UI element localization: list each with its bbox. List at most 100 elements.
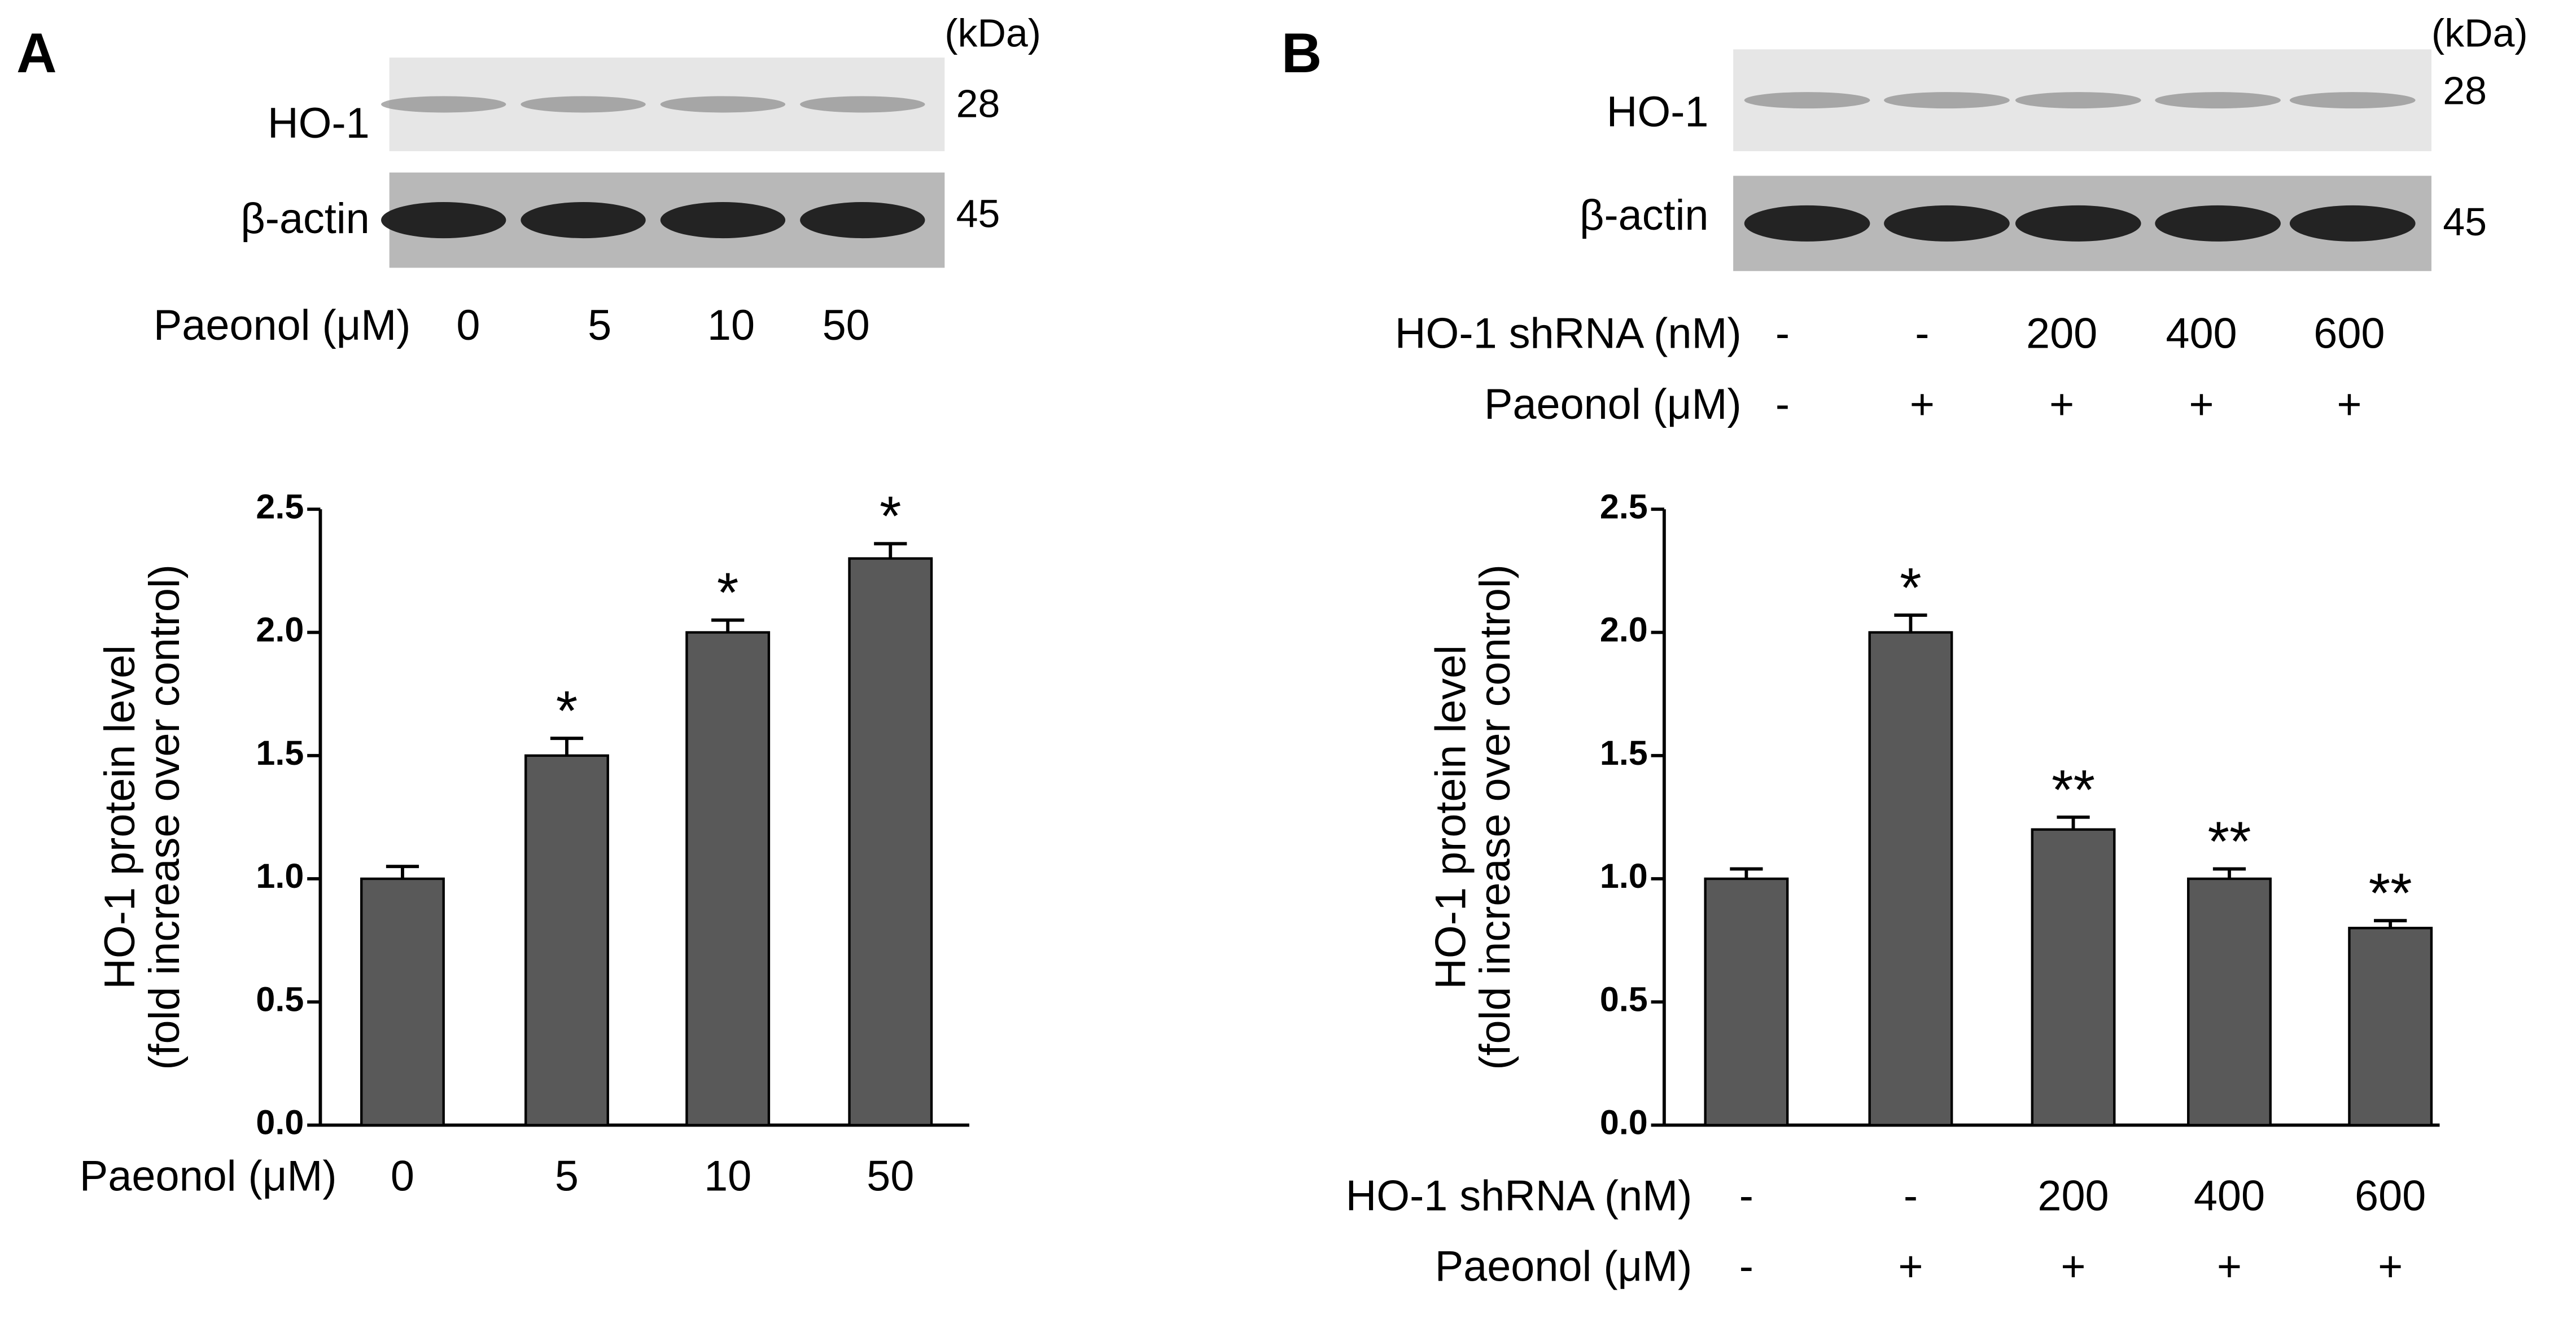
x-tick-label: +: [2378, 1243, 2403, 1291]
blot-band: [2155, 92, 2281, 109]
error-bar: [386, 865, 419, 879]
condition-label: Paeonol (μM): [154, 302, 411, 349]
x-tick-label: +: [2217, 1243, 2242, 1291]
bar: [2187, 877, 2272, 1127]
y-tick-label: 2.5: [1600, 487, 1648, 525]
condition-value: 400: [2166, 310, 2237, 358]
x-row-label: Paeonol (μM): [1435, 1243, 1692, 1291]
x-row-label: HO-1 shRNA (nM): [1346, 1172, 1692, 1220]
blot-row-label: HO-1: [268, 100, 370, 147]
bar: [524, 754, 609, 1127]
bar: [685, 631, 771, 1127]
x-tick-label: 200: [2037, 1172, 2109, 1220]
x-tick-label: +: [1898, 1243, 1923, 1291]
significance-label: *: [717, 561, 739, 624]
bar: [2348, 927, 2433, 1127]
bar: [1704, 877, 1789, 1127]
x-tick-label: 10: [704, 1153, 751, 1200]
y-axis-label: (fold increase over control): [1472, 564, 1519, 1070]
blot-band: [2015, 92, 2141, 109]
x-row-label: Paeonol (μM): [80, 1153, 337, 1200]
significance-label: **: [2369, 862, 2412, 924]
blot-band: [1744, 92, 1870, 109]
kda-label: 28: [956, 82, 1000, 126]
x-tick-label: 5: [555, 1153, 579, 1200]
y-tick-label: 1.0: [1600, 857, 1648, 895]
x-tick-label: +: [2061, 1243, 2085, 1291]
condition-value: -: [1775, 381, 1790, 428]
y-axis-label: HO-1 protein level: [1427, 645, 1475, 989]
condition-value: 10: [707, 302, 755, 349]
condition-value: +: [2189, 381, 2214, 428]
bar: [1868, 631, 1953, 1127]
y-tick-label: 0.0: [256, 1103, 304, 1142]
y-tick-label: 1.5: [256, 734, 304, 772]
bar: [848, 557, 933, 1127]
blot-band: [2015, 205, 2141, 242]
y-axis-label: (fold increase over control): [141, 564, 189, 1070]
blot-band: [381, 202, 506, 239]
blot-band: [2155, 205, 2281, 242]
error-bar: [1894, 614, 1927, 633]
kda-label: 45: [956, 192, 1000, 236]
blot-row-label: β-actin: [240, 195, 370, 243]
blot-band: [2289, 205, 2416, 242]
y-tick-label: 0.0: [1600, 1103, 1648, 1142]
x-tick-label: 600: [2355, 1172, 2426, 1220]
y-tick-label: 2.0: [256, 611, 304, 649]
blot-row-label: β-actin: [1580, 192, 1709, 239]
significance-label: *: [880, 485, 902, 547]
error-bar: [1730, 867, 1763, 879]
condition-label: Paeonol (μM): [1484, 381, 1742, 428]
condition-value: -: [1915, 310, 1929, 358]
significance-label: **: [2207, 810, 2251, 873]
blot-band: [1884, 92, 2010, 109]
blot-band: [521, 202, 646, 239]
y-tick-label: 0.5: [256, 980, 304, 1018]
significance-label: *: [556, 680, 578, 742]
condition-value: +: [2049, 381, 2074, 428]
x-tick-label: -: [1739, 1172, 1753, 1220]
blot-band: [660, 96, 786, 113]
y-tick-label: 1.0: [256, 857, 304, 895]
condition-value: 200: [2026, 310, 2097, 358]
x-tick-label: 50: [867, 1153, 914, 1200]
blot-band: [800, 202, 925, 239]
condition-value: +: [1910, 381, 1935, 428]
kda-label: 28: [2443, 68, 2487, 112]
bar: [2031, 828, 2116, 1127]
kda-unit: (kDa): [2431, 11, 2528, 55]
x-tick-label: 400: [2194, 1172, 2265, 1220]
y-axis-label: HO-1 protein level: [97, 645, 144, 989]
condition-value: 50: [823, 302, 870, 349]
y-tick-label: 2.5: [256, 487, 304, 525]
condition-value: 600: [2313, 310, 2385, 358]
error-bar: [874, 542, 907, 559]
x-tick-label: 0: [391, 1153, 414, 1200]
kda-unit: (kDa): [944, 11, 1041, 55]
blot-band: [521, 96, 646, 113]
error-bar: [2212, 867, 2246, 879]
error-bar: [2057, 815, 2090, 830]
condition-value: 5: [588, 302, 611, 349]
significance-label: *: [1900, 556, 1922, 619]
blot-row-label: HO-1: [1607, 89, 1709, 136]
blot-band: [381, 96, 506, 113]
y-tick-label: 1.5: [1600, 734, 1648, 772]
condition-label: HO-1 shRNA (nM): [1395, 310, 1742, 358]
bar: [360, 877, 445, 1127]
significance-label: **: [2052, 758, 2095, 821]
blot-band: [1884, 205, 2010, 242]
error-bar: [2374, 919, 2407, 928]
kda-label: 45: [2443, 200, 2487, 244]
blot-band: [660, 202, 786, 239]
x-tick-label: -: [1739, 1243, 1753, 1291]
panel-label: A: [16, 21, 56, 84]
y-tick-label: 0.5: [1600, 980, 1648, 1018]
blot-band: [800, 96, 925, 113]
condition-value: 0: [456, 302, 480, 349]
condition-value: -: [1775, 310, 1790, 358]
x-tick-label: -: [1904, 1172, 1918, 1220]
panel-label: B: [1282, 21, 1322, 84]
